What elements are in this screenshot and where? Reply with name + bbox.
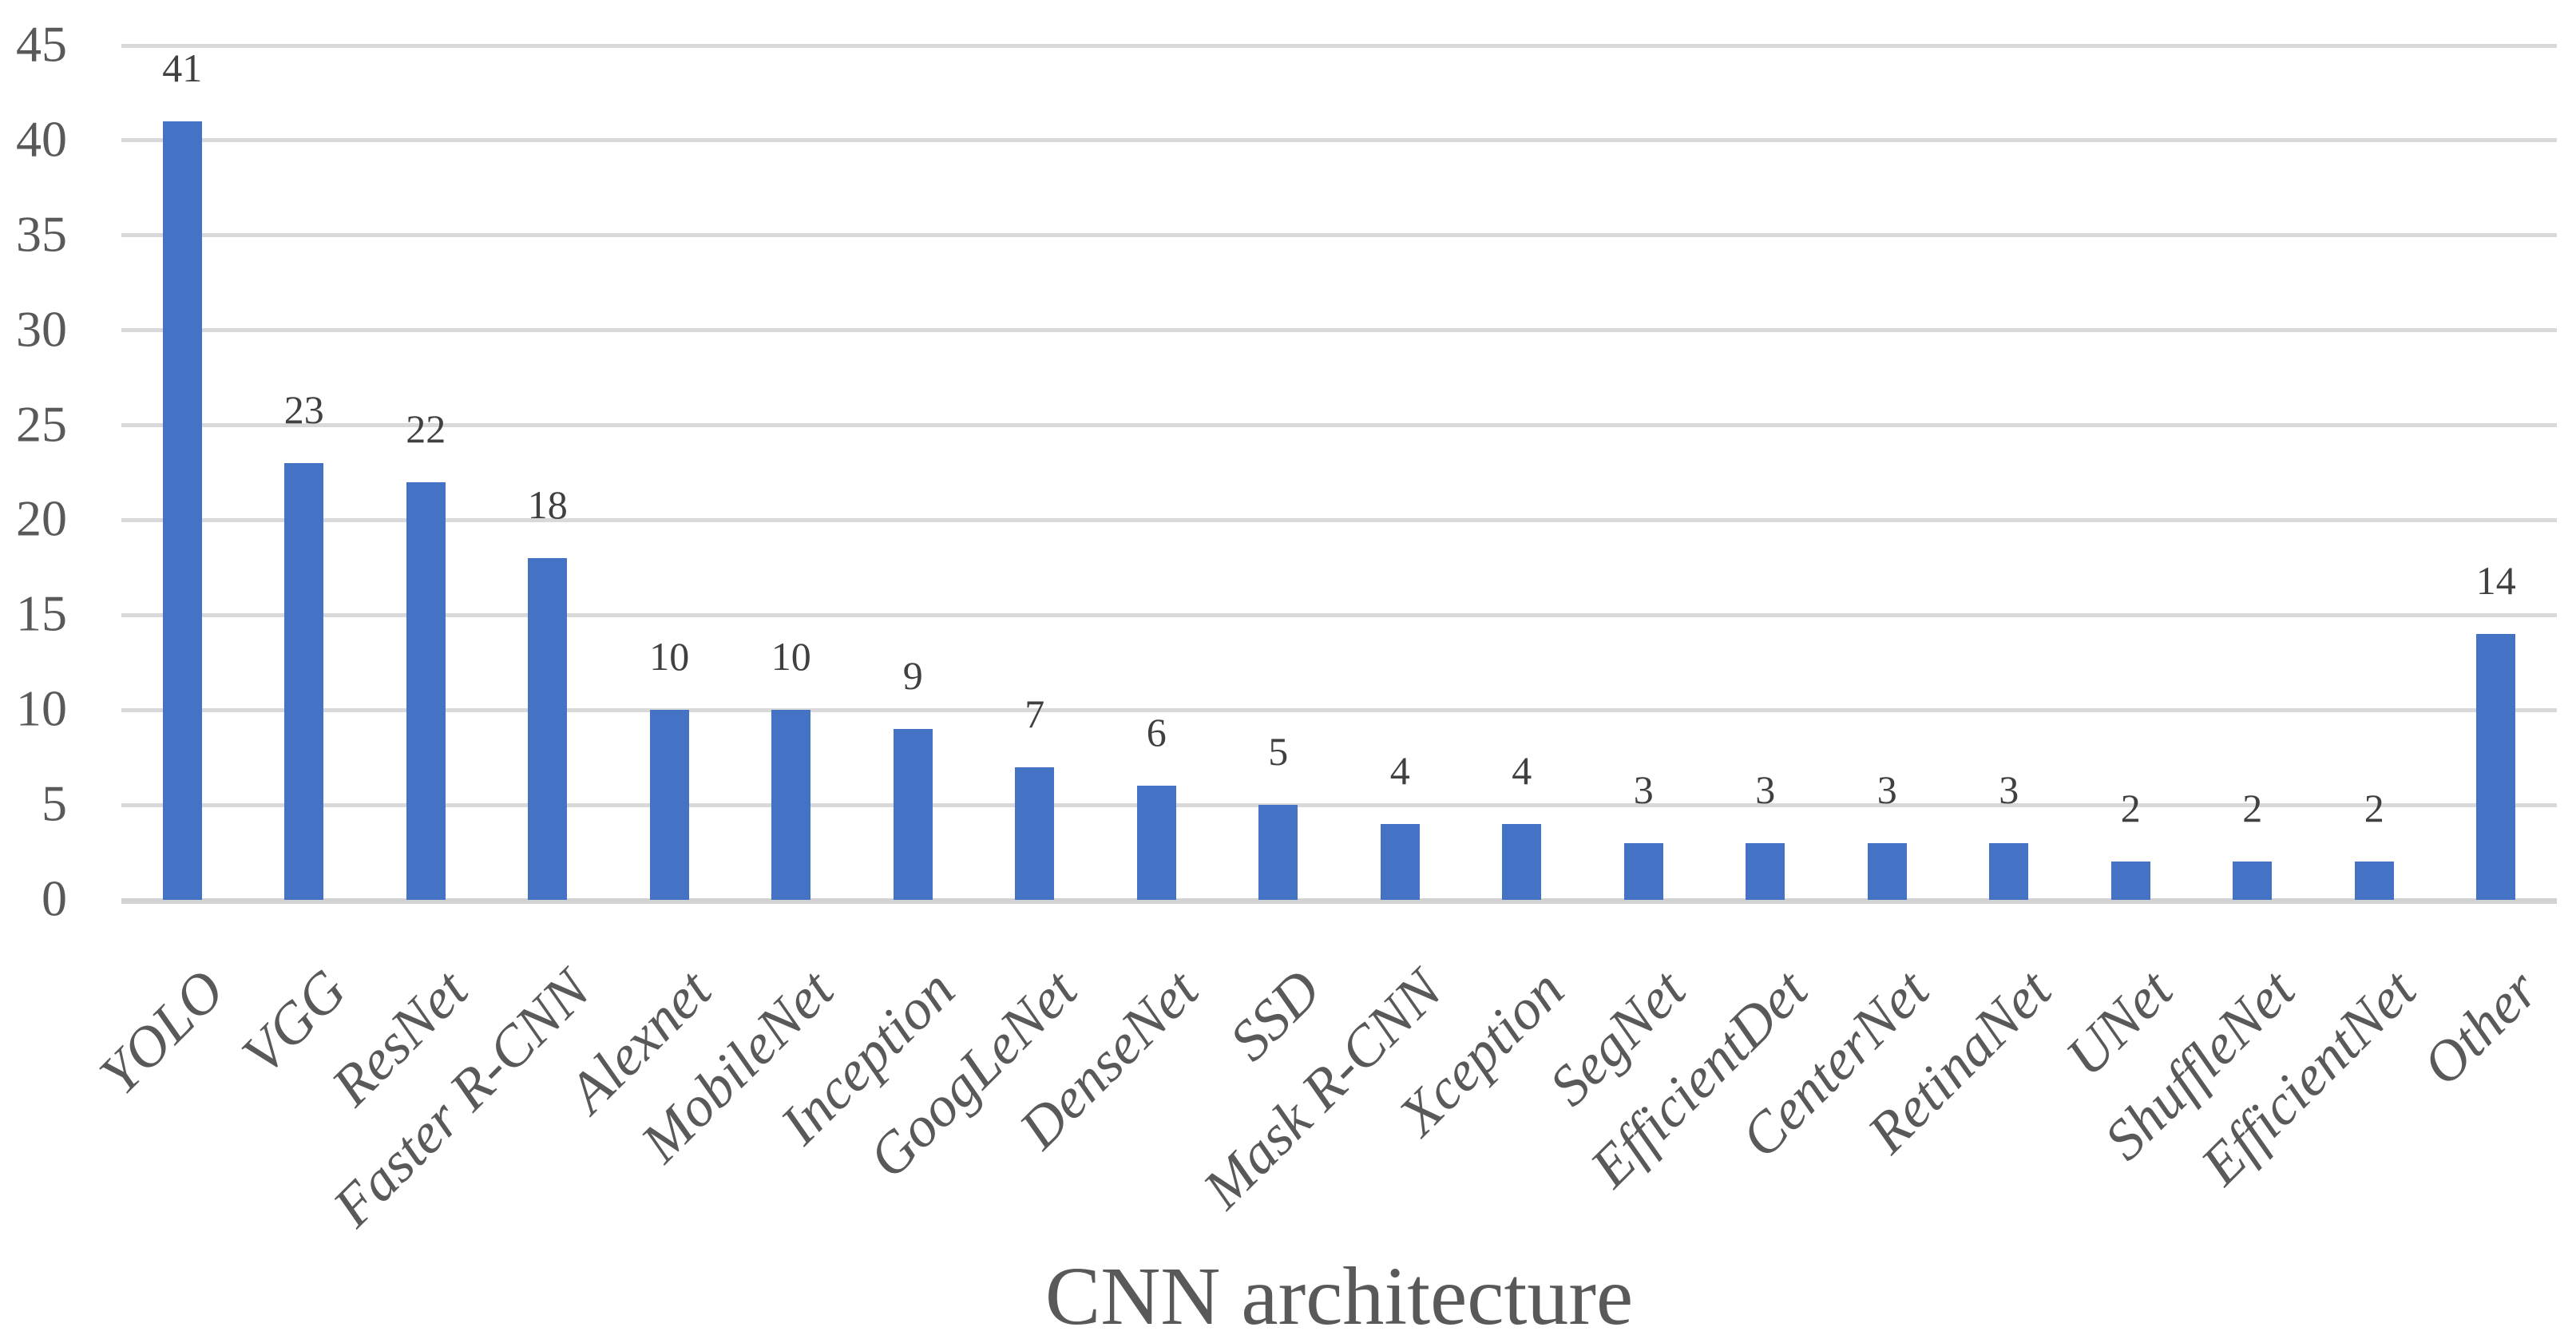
bar-value-label: 23: [283, 387, 324, 433]
y-tick-label-30: 30: [16, 300, 67, 358]
gridline-20: [121, 517, 2557, 522]
bar-centernet: [1867, 842, 1907, 900]
x-category-label: YOLO: [87, 957, 236, 1107]
gridline-30: [121, 328, 2557, 333]
y-tick-label-35: 35: [16, 205, 67, 263]
bar-value-label: 4: [1389, 747, 1410, 793]
bar-value-label: 10: [771, 634, 811, 679]
bar-yolo: [162, 121, 202, 900]
y-tick-label-5: 5: [42, 774, 67, 832]
gridline-15: [121, 612, 2557, 617]
bar-vgg: [284, 463, 324, 900]
bar-value-label: 3: [1755, 767, 1776, 812]
gridline-10: [121, 707, 2557, 712]
bar-googlenet: [1015, 767, 1055, 900]
bar-retinanet: [1989, 842, 2029, 900]
bar-resnet: [406, 481, 446, 900]
bar-mobilenet: [771, 710, 811, 900]
bar-segnet: [1623, 842, 1663, 900]
gridline-5: [121, 802, 2557, 807]
bar-value-label: 3: [1877, 767, 1897, 812]
gridline-25: [121, 423, 2557, 428]
y-tick-label-20: 20: [16, 490, 67, 548]
y-tick-label-0: 0: [42, 870, 67, 927]
x-axis-title: CNN architecture: [1044, 1250, 1634, 1339]
bar-value-label: 2: [2120, 786, 2141, 831]
x-category-label: Other: [2410, 957, 2550, 1098]
gridline-45: [121, 43, 2557, 48]
bar-value-label: 9: [902, 653, 923, 698]
bar-value-label: 3: [1633, 767, 1654, 812]
bar-value-label: 14: [2475, 558, 2516, 604]
gridline-40: [121, 138, 2557, 143]
bar-value-label: 41: [162, 46, 203, 91]
bar-shufflenet: [2233, 862, 2273, 900]
y-tick-label-25: 25: [16, 395, 67, 453]
bar-mask-r-cnn: [1380, 823, 1420, 900]
bar-alexnet: [649, 710, 689, 900]
bar-efficientdet: [1746, 842, 1785, 900]
bar-value-label: 6: [1146, 710, 1167, 755]
bar-inception: [893, 729, 933, 900]
bar-value-label: 4: [1512, 747, 1532, 793]
bar-value-label: 7: [1024, 691, 1045, 736]
bar-value-label: 5: [1268, 729, 1289, 774]
x-axis-line: [121, 898, 2557, 904]
bar-ssd: [1258, 805, 1298, 900]
bar-value-label: 2: [2364, 786, 2384, 831]
y-tick-label-15: 15: [16, 585, 67, 643]
y-tick-label-10: 10: [16, 679, 67, 737]
y-tick-label-45: 45: [16, 15, 67, 73]
bar-unet: [2110, 862, 2150, 900]
bar-value-label: 22: [406, 406, 446, 451]
bar-efficientnet: [2354, 862, 2394, 900]
bar-densenet: [1136, 786, 1176, 900]
bar-xception: [1502, 823, 1542, 900]
bar-value-label: 10: [649, 634, 690, 679]
bar-other: [2476, 634, 2516, 900]
bar-value-label: 18: [527, 482, 568, 527]
bar-faster-r-cnn: [528, 558, 568, 900]
y-tick-label-40: 40: [16, 110, 67, 168]
gridline-35: [121, 233, 2557, 238]
bar-value-label: 2: [2242, 786, 2263, 831]
bar-value-label: 3: [1999, 767, 2019, 812]
